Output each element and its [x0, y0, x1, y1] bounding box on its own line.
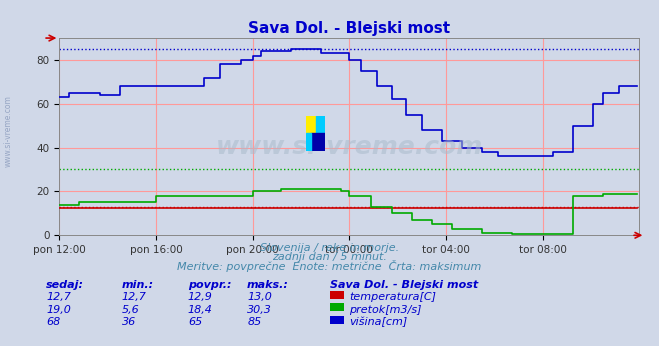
Title: Sava Dol. - Blejski most: Sava Dol. - Blejski most: [248, 20, 450, 36]
Text: Sava Dol. - Blejski most: Sava Dol. - Blejski most: [330, 280, 478, 290]
Text: Meritve: povprečne  Enote: metrične  Črta: maksimum: Meritve: povprečne Enote: metrične Črta:…: [177, 260, 482, 272]
Text: 12,7: 12,7: [122, 292, 147, 302]
Text: sedaj:: sedaj:: [46, 280, 84, 290]
Text: višina[cm]: višina[cm]: [349, 317, 407, 327]
Bar: [306, 133, 311, 151]
Text: 5,6: 5,6: [122, 305, 140, 315]
Text: 19,0: 19,0: [46, 305, 71, 315]
Bar: [306, 116, 316, 133]
Text: min.:: min.:: [122, 280, 154, 290]
Text: www.si-vreme.com: www.si-vreme.com: [215, 135, 483, 158]
Text: www.si-vreme.com: www.si-vreme.com: [3, 95, 13, 167]
Text: zadnji dan / 5 minut.: zadnji dan / 5 minut.: [272, 252, 387, 262]
Text: povpr.:: povpr.:: [188, 280, 231, 290]
Text: 36: 36: [122, 317, 136, 327]
Text: maks.:: maks.:: [247, 280, 289, 290]
Text: 12,7: 12,7: [46, 292, 71, 302]
Text: 13,0: 13,0: [247, 292, 272, 302]
Text: pretok[m3/s]: pretok[m3/s]: [349, 305, 422, 315]
Text: 30,3: 30,3: [247, 305, 272, 315]
Bar: [316, 116, 325, 133]
Text: 85: 85: [247, 317, 262, 327]
Text: temperatura[C]: temperatura[C]: [349, 292, 436, 302]
Text: 12,9: 12,9: [188, 292, 213, 302]
Text: 18,4: 18,4: [188, 305, 213, 315]
Text: 65: 65: [188, 317, 202, 327]
Text: Slovenija / reke in morje.: Slovenija / reke in morje.: [260, 243, 399, 253]
Bar: [311, 133, 325, 151]
Text: 68: 68: [46, 317, 61, 327]
